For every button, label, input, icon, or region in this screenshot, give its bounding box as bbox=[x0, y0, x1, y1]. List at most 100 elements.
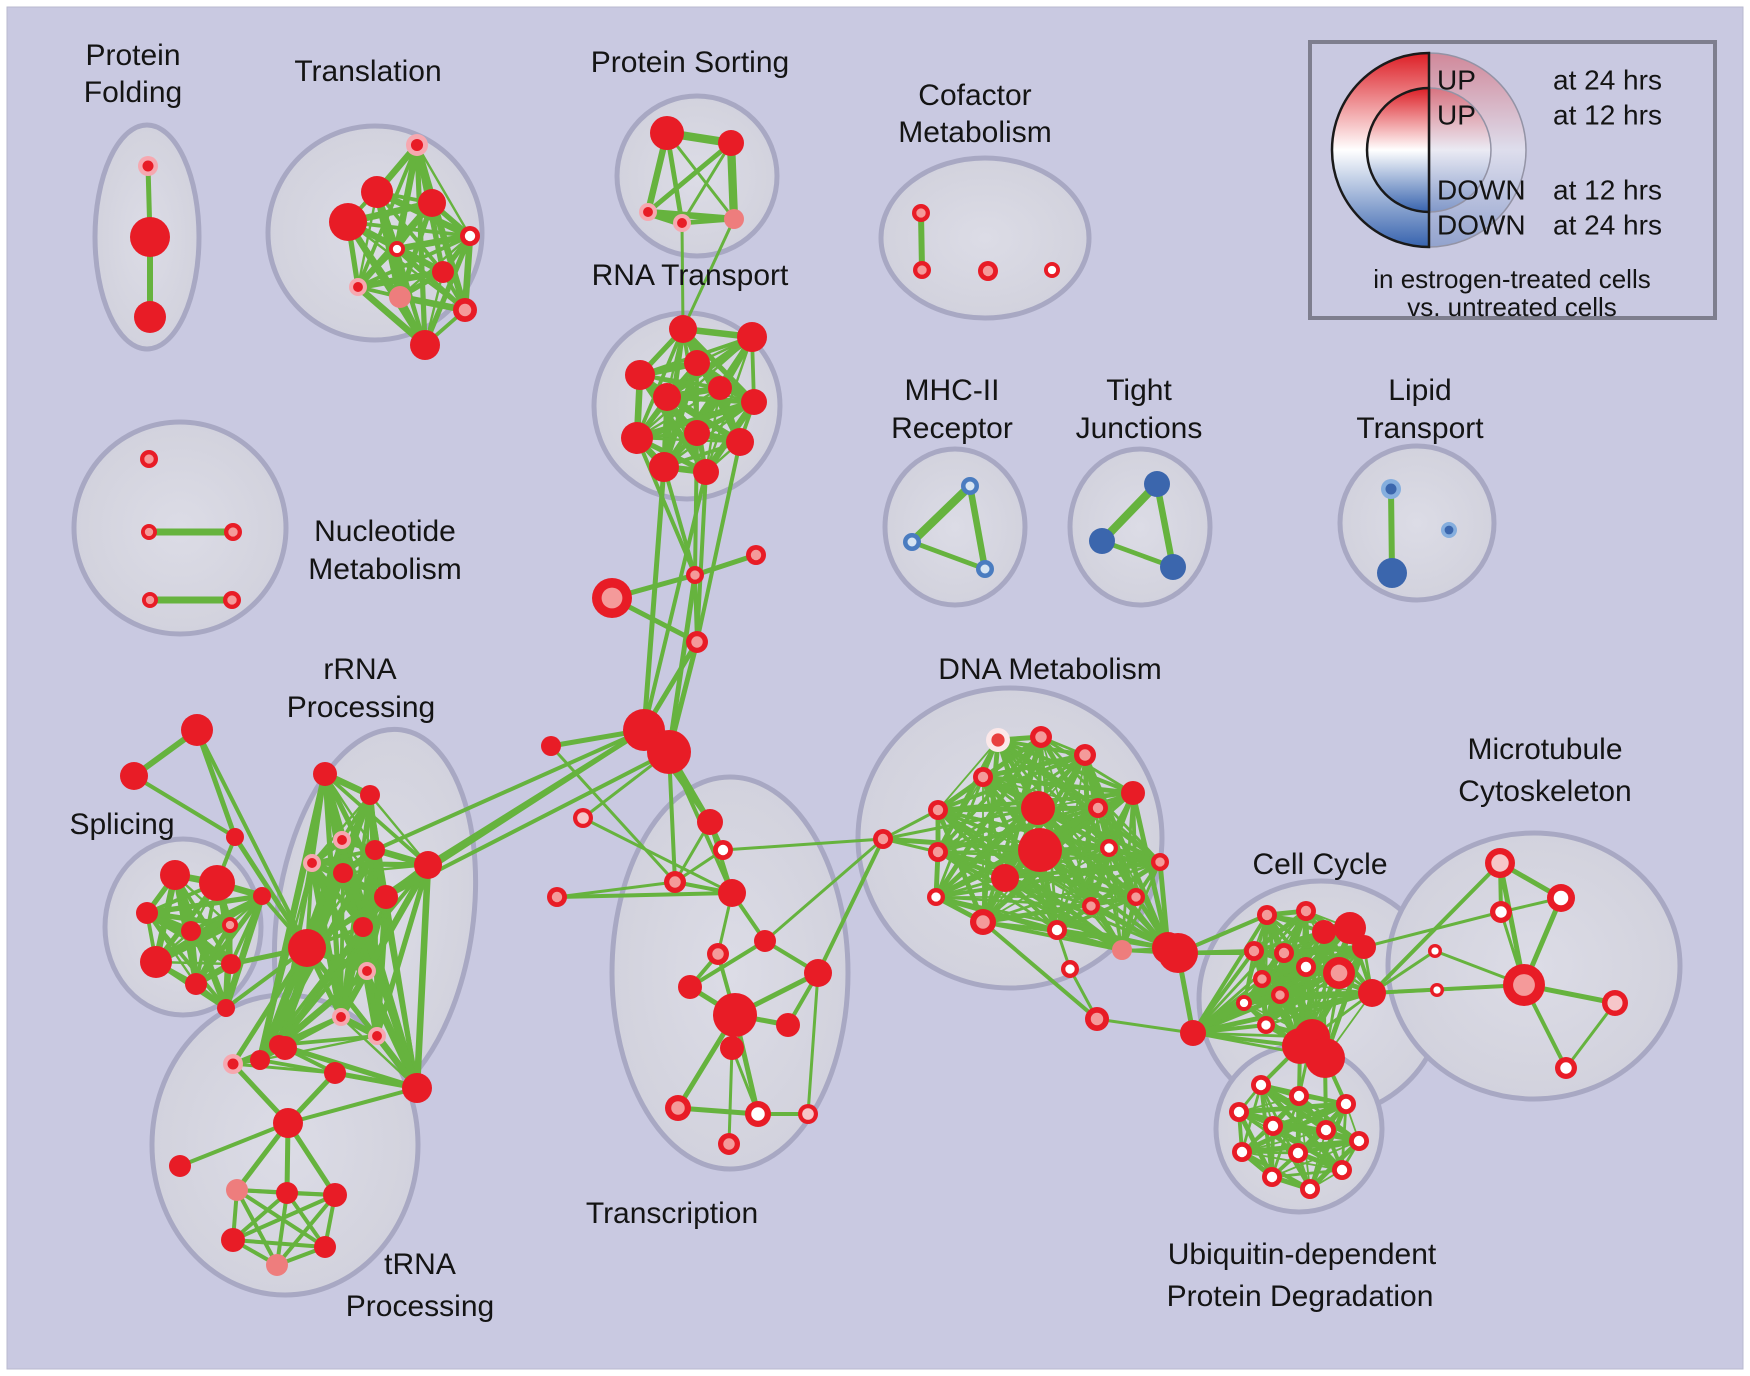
node-outer bbox=[1334, 912, 1366, 944]
node-cellcycle-0 bbox=[1257, 905, 1277, 925]
node-splicing-5 bbox=[140, 946, 172, 978]
node-rnaTransport-6 bbox=[741, 389, 767, 415]
node-translation-7 bbox=[349, 278, 367, 296]
node-outer bbox=[323, 1183, 347, 1207]
node-inner bbox=[1431, 947, 1439, 955]
node-trna-7 bbox=[323, 1183, 347, 1207]
node-outer bbox=[718, 130, 744, 156]
node-ubiquitin-7 bbox=[1232, 1142, 1252, 1162]
edge bbox=[633, 398, 758, 442]
node-ubiquitin-3 bbox=[1229, 1102, 1249, 1122]
node-translation-9 bbox=[453, 298, 477, 322]
node-transcription-5 bbox=[754, 930, 776, 952]
node-outer bbox=[221, 954, 241, 974]
node-splicing-3 bbox=[181, 921, 201, 941]
node-outer bbox=[333, 863, 353, 883]
edge bbox=[231, 1238, 327, 1249]
node-outer bbox=[226, 828, 244, 846]
edge bbox=[981, 920, 1099, 1021]
edge bbox=[354, 268, 447, 291]
cluster-label-rrna-0: rRNA bbox=[323, 653, 396, 686]
edge bbox=[549, 744, 677, 884]
node-inner bbox=[1607, 995, 1623, 1011]
node-outer bbox=[650, 116, 684, 150]
node-inner bbox=[1035, 731, 1047, 743]
edge bbox=[665, 131, 736, 221]
node-inner bbox=[228, 527, 238, 537]
node-outer bbox=[1158, 933, 1198, 973]
edge bbox=[1095, 1017, 1195, 1035]
node-inner bbox=[1248, 945, 1260, 957]
node-splicing-8 bbox=[253, 887, 271, 905]
node-translation-4 bbox=[460, 226, 480, 246]
edge bbox=[359, 923, 421, 1092]
edge bbox=[635, 386, 722, 440]
edge bbox=[693, 431, 699, 577]
node-transcription-15 bbox=[718, 1133, 740, 1155]
node-inner bbox=[976, 915, 990, 929]
node-trna-4 bbox=[169, 1155, 191, 1177]
node-transcription-6 bbox=[707, 943, 729, 965]
node-cellcycle-10 bbox=[1271, 986, 1289, 1004]
node-lipid-0 bbox=[1381, 479, 1401, 499]
edge bbox=[256, 944, 311, 1064]
node-inner bbox=[1266, 1171, 1278, 1183]
edge bbox=[415, 143, 472, 238]
node-nucleotide-4 bbox=[223, 591, 241, 609]
cluster-label-proteinFolding-0: Protein bbox=[85, 39, 180, 72]
edge bbox=[1251, 908, 1309, 954]
node-transcription-14 bbox=[798, 1104, 818, 1124]
legend-direction-0: UP bbox=[1437, 64, 1476, 95]
node-dna-16 bbox=[1127, 888, 1145, 906]
edge bbox=[195, 728, 309, 950]
node-tight-1 bbox=[1089, 528, 1115, 554]
node-outer bbox=[136, 902, 158, 924]
node-cellcycle-6 bbox=[1296, 957, 1316, 977]
node-inner bbox=[907, 537, 917, 547]
edge bbox=[688, 939, 767, 989]
node-cellcycle-2 bbox=[1312, 920, 1336, 944]
node-outer bbox=[697, 809, 723, 835]
node-inner bbox=[669, 876, 681, 888]
node-link-10 bbox=[573, 808, 593, 828]
edge bbox=[937, 739, 999, 811]
node-outer bbox=[432, 261, 454, 283]
edge bbox=[727, 1046, 734, 1146]
node-inner bbox=[671, 1101, 685, 1115]
node-inner bbox=[1336, 1164, 1348, 1176]
node-outer bbox=[185, 973, 207, 995]
node-outer bbox=[266, 1254, 288, 1276]
node-rrna-2 bbox=[333, 831, 351, 849]
node-rrna-7 bbox=[353, 917, 373, 937]
node-rnaTransport-2 bbox=[625, 360, 655, 390]
node-dna-18 bbox=[1151, 853, 1169, 871]
node-translation-3 bbox=[329, 203, 367, 241]
legend-box bbox=[1308, 40, 1717, 320]
node-inner bbox=[1051, 924, 1063, 936]
node-lipid-1 bbox=[1377, 558, 1407, 588]
edge bbox=[1296, 1139, 1361, 1155]
node-splicing-1 bbox=[199, 865, 235, 901]
legend-direction-2: DOWN bbox=[1437, 174, 1526, 205]
cluster-bubble-lipid bbox=[1337, 443, 1497, 603]
node-inner bbox=[307, 858, 317, 868]
node-rrna-5 bbox=[333, 863, 353, 883]
edge bbox=[393, 232, 474, 253]
edge bbox=[918, 210, 925, 273]
node-inner bbox=[977, 771, 989, 783]
node-link-8 bbox=[647, 730, 691, 774]
node-trna-1 bbox=[273, 1036, 297, 1060]
cluster-label-ubiquitin-0: Ubiquitin-dependent bbox=[1168, 1238, 1437, 1271]
edge bbox=[222, 892, 266, 1012]
node-rrna-0 bbox=[313, 762, 337, 786]
node-outer bbox=[1018, 828, 1062, 872]
node-transcription-9 bbox=[713, 993, 757, 1037]
node-inner bbox=[1513, 974, 1535, 996]
node-dna-7 bbox=[1018, 828, 1062, 872]
node-ubiquitin-4 bbox=[1263, 1116, 1283, 1136]
edge bbox=[907, 481, 975, 547]
node-outer bbox=[684, 350, 710, 376]
edge bbox=[305, 863, 430, 950]
edge bbox=[635, 327, 685, 440]
node-cellcycle-17 bbox=[1305, 1038, 1345, 1078]
